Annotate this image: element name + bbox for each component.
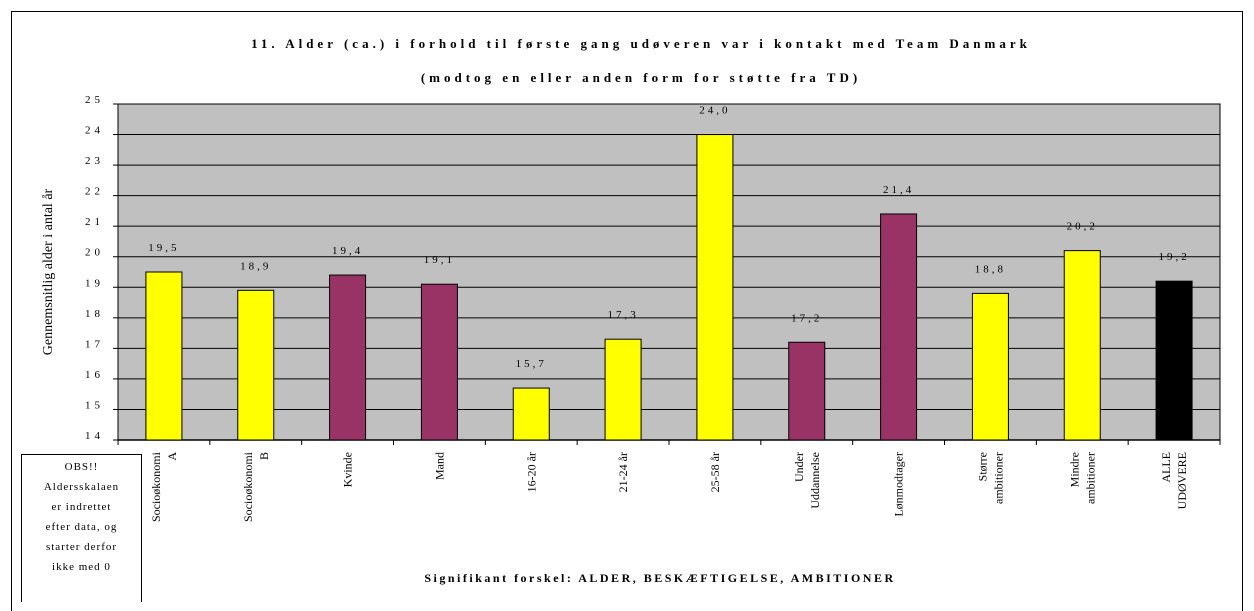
y-tick-label: 16: [85, 369, 104, 381]
data-label: 21,4: [883, 184, 914, 196]
y-tick-label: 22: [85, 186, 104, 198]
category-label: Større: [975, 452, 989, 481]
note-line: starter derfor: [45, 541, 118, 553]
category-label: Kvinde: [341, 452, 355, 487]
note-line: ikke med 0: [52, 561, 111, 573]
category-label: Uddannelse: [808, 452, 822, 509]
note-box: OBS!! Aldersskalaen er indrettet efter data…: [21, 454, 142, 602]
y-tick-label: 17: [85, 338, 104, 350]
category-label: 25-58 år: [708, 452, 722, 492]
note-line: efter data, og: [45, 521, 118, 533]
y-tick-label: 23: [85, 155, 104, 167]
y-tick-label: 19: [85, 277, 104, 289]
category-label: ambitioner: [1083, 452, 1097, 504]
category-label: 21-24 år: [616, 452, 630, 492]
x-axis-label: Signifikant forskel: ALDER, BESKÆFTIGELS…: [424, 571, 895, 585]
bar: [145, 271, 183, 441]
data-label: 18,8: [975, 263, 1006, 275]
bar: [971, 292, 1009, 441]
note-line: er indrettet: [51, 501, 112, 513]
bar: [1063, 250, 1101, 441]
data-label: 18,9: [240, 260, 271, 272]
y-tick-label: 25: [85, 94, 104, 106]
category-label: A: [165, 452, 179, 461]
data-label: 19,1: [424, 254, 455, 266]
chart-frame: [11, 11, 1243, 611]
category-label: ambitioner: [991, 452, 1005, 504]
bars: [117, 134, 1221, 445]
category-label: Socioøkonomi: [241, 451, 255, 522]
y-tick-label: 14: [85, 430, 104, 442]
bar: [788, 341, 826, 441]
y-tick-label: 24: [85, 125, 104, 137]
category-label: 16-20 år: [524, 452, 538, 492]
category-label: B: [257, 452, 271, 460]
bar: [696, 134, 734, 441]
bar: [1155, 280, 1193, 441]
note-line: OBS!!: [64, 461, 99, 473]
y-tick-label: 21: [85, 216, 104, 228]
data-label: 19,2: [1158, 251, 1189, 263]
data-label: 19,4: [332, 245, 363, 257]
bar: [329, 274, 367, 441]
data-label: 17,2: [791, 312, 822, 324]
y-tick-label: 20: [85, 247, 104, 259]
bar: [880, 213, 918, 441]
data-labels: 19,5 18,9 19,4 19,1 15,7 17,3 24,0 17,2 21,4 18,8…: [148, 105, 1189, 371]
bar: [237, 289, 275, 441]
bar: [512, 387, 550, 441]
plot-area: [117, 103, 1221, 441]
data-label: 17,3: [607, 309, 638, 321]
y-axis-ticks: 14 15 16 17 18 19 20 21 22 23 24 25: [85, 94, 118, 442]
chart-title-line-2: (modtog en eller anden form for støtte f…: [421, 70, 861, 85]
gridlines: [118, 103, 1220, 441]
category-label: Mand: [432, 452, 446, 480]
category-label: Mindre: [1067, 452, 1081, 487]
data-label: 20,2: [1067, 221, 1098, 233]
bar: [604, 338, 642, 441]
bar: [420, 283, 458, 441]
category-label: Under: [792, 452, 806, 482]
y-tick-label: 15: [85, 399, 104, 411]
category-labels: Socioøkonomi A Socioøkonomi B Kvinde Mand 16-2…: [149, 451, 1189, 522]
note-line: Aldersskalaen: [43, 481, 120, 493]
y-tick-label: 18: [85, 308, 104, 320]
chart-title-line-1: 11. Alder (ca.) i forhold til første gan…: [251, 36, 1031, 51]
data-label: 19,5: [148, 242, 179, 254]
category-label: Socioøkonomi: [149, 451, 163, 522]
y-axis-label: Gennemsnitlig alder i antal år: [41, 188, 56, 355]
category-label: ALLE: [1159, 452, 1173, 483]
data-label: 15,7: [516, 358, 547, 370]
data-label: 24,0: [699, 105, 730, 117]
category-label: UDØVERE: [1175, 452, 1189, 509]
category-label: Lønmodtager: [892, 452, 906, 517]
